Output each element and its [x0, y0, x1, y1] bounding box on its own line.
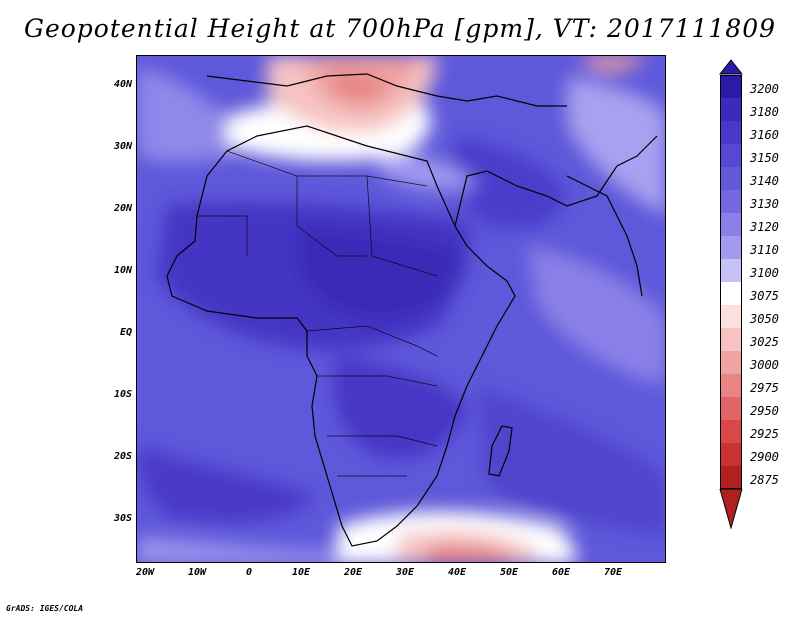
- colorbar-label: 2975: [750, 381, 779, 395]
- coastline-outline: [166, 73, 658, 547]
- colorbar-label: 3150: [750, 151, 779, 165]
- lat-label: 20S: [113, 451, 132, 462]
- colorbar-box: [720, 420, 742, 443]
- colorbar-box: [720, 167, 742, 190]
- colorbar-box: [720, 305, 742, 328]
- chart-title: Geopotential Height at 700hPa [gpm], VT:…: [23, 14, 777, 43]
- colorbar-label: 3120: [750, 220, 779, 234]
- lon-label: 70E: [603, 567, 623, 578]
- credit-text: GrADS: IGES/COLA: [6, 604, 84, 613]
- lat-label: 30S: [113, 513, 132, 524]
- colorbar-label: 2950: [750, 404, 779, 418]
- colorbar-label: 3160: [750, 128, 779, 142]
- colorbar-box: [720, 98, 742, 121]
- colorbar-box: [720, 443, 742, 466]
- lat-label: 30N: [113, 141, 132, 152]
- lon-label: 20W: [135, 567, 155, 578]
- colorbar-label: 3130: [750, 197, 779, 211]
- colorbar-label: 3025: [750, 335, 779, 349]
- colorbar-box: [720, 397, 742, 420]
- colorbar-label: 3000: [750, 358, 779, 372]
- colorbar-box: [720, 259, 742, 282]
- colorbar-box: [720, 466, 742, 489]
- geopotential-field: [137, 56, 665, 562]
- colorbar-box: [720, 236, 742, 259]
- colorbar-box: [720, 328, 742, 351]
- map-panel: [136, 55, 666, 563]
- colorbar-box: [720, 121, 742, 144]
- colorbar-box: [720, 374, 742, 397]
- colorbar-label: 3075: [750, 289, 779, 303]
- colorbar-box: [720, 282, 742, 305]
- lat-label: 40N: [113, 79, 132, 90]
- lon-label: 10E: [291, 567, 311, 578]
- lat-label: 20N: [113, 203, 132, 214]
- colorbar-label: 2925: [750, 427, 779, 441]
- colorbar-arrow-top: [719, 59, 743, 75]
- lon-label: 40E: [447, 567, 467, 578]
- colorbar-label: 2875: [750, 473, 779, 487]
- lon-label: 10W: [187, 567, 207, 578]
- lat-label: EQ: [119, 327, 132, 338]
- colorbar-label: 3110: [750, 243, 779, 257]
- lon-label: 20E: [343, 567, 363, 578]
- lat-label: 10S: [113, 389, 132, 400]
- colorbar-label: 3180: [750, 105, 779, 119]
- lon-label: 0: [245, 567, 253, 578]
- colorbar-label: 3100: [750, 266, 779, 280]
- lon-label: 60E: [551, 567, 571, 578]
- colorbar-label: 3200: [750, 82, 779, 96]
- colorbar-box: [720, 213, 742, 236]
- colorbar-label: 2900: [750, 450, 779, 464]
- colorbar-arrow-bottom: [719, 489, 743, 529]
- colorbar-label: 3050: [750, 312, 779, 326]
- lat-label: 10N: [113, 265, 132, 276]
- colorbar-box: [720, 190, 742, 213]
- lon-label: 50E: [499, 567, 519, 578]
- colorbar-box: [720, 144, 742, 167]
- colorbar-box: [720, 75, 742, 98]
- colorbar-label: 3140: [750, 174, 779, 188]
- lon-label: 30E: [395, 567, 415, 578]
- colorbar-box: [720, 351, 742, 374]
